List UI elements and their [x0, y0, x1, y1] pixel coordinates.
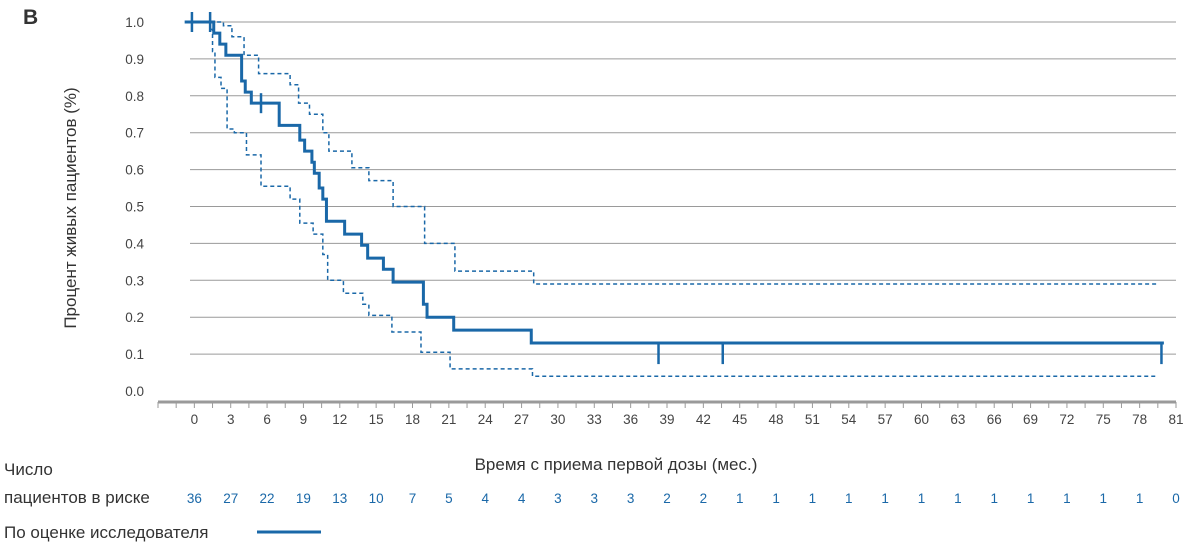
x-axis-ticks: 0 3 6 9 12 15 18 21 24 27 30 33 36 39 42 45 48 51 54 57 60 63… — [157, 402, 1184, 427]
x-tick-label-60: 60 — [914, 412, 929, 427]
plot-series — [184, 20, 1164, 377]
x-tick-label-78: 78 — [1132, 412, 1147, 427]
risk-value-63: 1 — [954, 491, 962, 506]
x-tick-label-81: 81 — [1168, 412, 1183, 427]
risk-value-3: 27 — [223, 491, 238, 506]
x-tick-label-75: 75 — [1096, 412, 1111, 427]
risk-value-60: 1 — [918, 491, 926, 506]
x-tick-label-21: 21 — [441, 412, 456, 427]
x-tick-label-42: 42 — [696, 412, 711, 427]
risk-value-57: 1 — [881, 491, 889, 506]
x-tick-label-66: 66 — [987, 412, 1002, 427]
y-tick-label-0.9: 0.9 — [125, 52, 144, 67]
x-axis-title: Время с приема первой дозы (мес.) — [475, 455, 758, 474]
x-tick-label-9: 9 — [300, 412, 308, 427]
x-tick-label-36: 36 — [623, 412, 638, 427]
x-tick-label-39: 39 — [659, 412, 674, 427]
x-tick-label-72: 72 — [1059, 412, 1074, 427]
risk-value-18: 7 — [409, 491, 417, 506]
y-tick-label-0.5: 0.5 — [125, 200, 144, 215]
x-tick-label-51: 51 — [805, 412, 820, 427]
x-tick-label-15: 15 — [369, 412, 384, 427]
risk-value-30: 3 — [554, 491, 562, 506]
risk-table-label-line1: Число — [4, 460, 53, 479]
risk-value-45: 1 — [736, 491, 744, 506]
x-tick-label-54: 54 — [841, 412, 857, 427]
risk-value-72: 1 — [1063, 491, 1071, 506]
risk-value-27: 4 — [518, 491, 526, 506]
risk-table-label-line2: пациентов в риске — [4, 488, 150, 507]
x-tick-label-45: 45 — [732, 412, 747, 427]
risk-value-12: 13 — [332, 491, 347, 506]
x-tick-label-57: 57 — [878, 412, 893, 427]
x-tick-label-30: 30 — [550, 412, 565, 427]
km-curve-ci-lower — [210, 28, 1158, 377]
risk-value-39: 2 — [663, 491, 671, 506]
risk-value-48: 1 — [772, 491, 780, 506]
y-tick-label-0.1: 0.1 — [125, 347, 144, 362]
y-tick-label-0.8: 0.8 — [125, 89, 144, 104]
x-tick-label-12: 12 — [332, 412, 347, 427]
risk-value-42: 2 — [700, 491, 708, 506]
x-tick-label-18: 18 — [405, 412, 420, 427]
risk-value-78: 1 — [1136, 491, 1144, 506]
risk-value-9: 19 — [296, 491, 311, 506]
y-tick-label-0.2: 0.2 — [125, 310, 144, 325]
risk-value-33: 3 — [591, 491, 599, 506]
censor-marks — [190, 12, 1163, 365]
x-tick-label-6: 6 — [263, 412, 271, 427]
y-tick-label-0.4: 0.4 — [125, 236, 144, 251]
risk-value-54: 1 — [845, 491, 853, 506]
gridlines — [190, 21, 1176, 355]
x-tick-label-63: 63 — [950, 412, 965, 427]
risk-value-21: 5 — [445, 491, 453, 506]
km-curve-estimate — [184, 20, 1164, 345]
x-tick-label-69: 69 — [1023, 412, 1038, 427]
risk-value-51: 1 — [809, 491, 817, 506]
panel-label: B — [23, 6, 38, 29]
risk-table-values: 36 27 22 19 13 10 7 5 4 4 3 3 3 2 2 1 1 1 1 1 1 1 1 1 1 1 1 0 — [187, 491, 1180, 506]
legend-label: По оценке исследователя — [4, 523, 208, 542]
x-tick-label-27: 27 — [514, 412, 529, 427]
risk-value-66: 1 — [990, 491, 998, 506]
risk-value-15: 10 — [369, 491, 384, 506]
y-tick-label-0.0: 0.0 — [125, 384, 144, 399]
risk-value-0: 36 — [187, 491, 202, 506]
km-curve-ci-upper — [210, 21, 1158, 285]
risk-value-69: 1 — [1027, 491, 1035, 506]
y-axis-ticks: 0.0 0.1 0.2 0.3 0.4 0.5 0.6 0.7 0.8 0.9 1.0 — [125, 15, 144, 399]
y-axis-title: Процент живых пациентов (%) — [61, 87, 80, 328]
risk-value-81: 0 — [1172, 491, 1180, 506]
y-tick-label-0.7: 0.7 — [125, 126, 144, 141]
x-tick-label-3: 3 — [227, 412, 235, 427]
x-tick-label-24: 24 — [478, 412, 494, 427]
risk-value-6: 22 — [260, 491, 275, 506]
risk-value-24: 4 — [481, 491, 489, 506]
y-tick-label-1.0: 1.0 — [125, 15, 144, 30]
x-tick-label-48: 48 — [769, 412, 784, 427]
y-tick-label-0.3: 0.3 — [125, 273, 144, 288]
risk-value-36: 3 — [627, 491, 635, 506]
x-tick-label-33: 33 — [587, 412, 602, 427]
x-tick-label-0: 0 — [191, 412, 199, 427]
risk-value-75: 1 — [1100, 491, 1108, 506]
y-tick-label-0.6: 0.6 — [125, 163, 144, 178]
